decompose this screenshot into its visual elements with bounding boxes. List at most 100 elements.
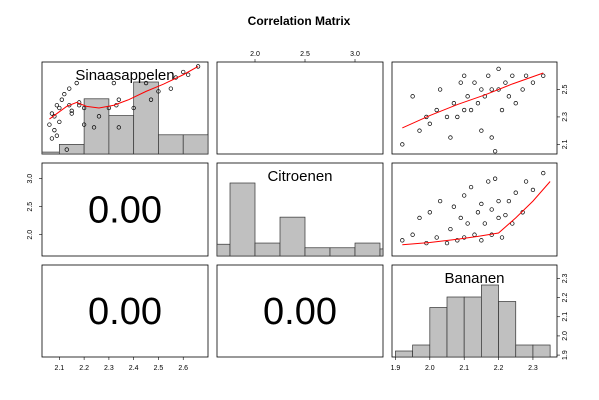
scatter-point	[468, 107, 474, 113]
histogram-bar	[158, 134, 184, 155]
scatter-point	[479, 87, 484, 92]
histogram-bar	[379, 248, 384, 257]
histogram-bar	[532, 344, 551, 358]
scatter-point	[444, 240, 450, 246]
scatter-point	[156, 89, 161, 94]
y-citroenen-tick-label: 2.5	[27, 202, 34, 212]
scatter-point	[116, 125, 121, 130]
scatter-point	[520, 87, 525, 92]
smooth-line	[402, 181, 551, 246]
scatter-point	[81, 105, 87, 111]
scatter-point	[541, 170, 546, 176]
scatter-point	[400, 238, 405, 243]
scatter-point	[482, 221, 487, 226]
scatter-point	[503, 212, 508, 218]
histogram-bar	[354, 242, 381, 257]
scatter-point	[458, 215, 463, 221]
scatter-point	[489, 87, 494, 92]
scatter-point	[513, 190, 518, 195]
chart-title: Correlation Matrix	[248, 14, 351, 28]
histogram-bar	[481, 284, 499, 358]
scatter-point	[67, 86, 72, 91]
correlation-label: 0.00	[263, 291, 337, 333]
histogram-bar	[446, 296, 465, 358]
scatter-bananen_vs_citroenen	[400, 170, 551, 246]
scatter-point	[496, 215, 501, 221]
y-sinaasappelen-tick-label: 2.1	[562, 139, 569, 149]
scatter-point	[510, 221, 515, 226]
scatter-point	[69, 108, 74, 113]
histogram-bar	[279, 216, 306, 257]
scatter-point	[472, 80, 477, 85]
x-citroenen-tick-label: 2.5	[300, 51, 310, 58]
scatter-point	[468, 184, 474, 190]
scatter-point	[410, 94, 415, 99]
x-sinaasappelen-tick-label: 2.6	[178, 365, 188, 372]
scatter-point	[62, 91, 67, 97]
histogram-bar	[412, 344, 431, 358]
y-sinaasappelen-tick-label: 2.3	[562, 112, 569, 122]
scatter-point	[455, 238, 460, 243]
x-citroenen-tick-label: 3.0	[350, 51, 360, 58]
scatter-point	[465, 221, 470, 226]
scatter-point	[530, 80, 536, 85]
scatter-point	[541, 73, 546, 78]
x-sinaasappelen-tick-label: 2.4	[129, 365, 139, 372]
scatter-point	[486, 73, 491, 78]
x-citroenen-tick-label: 2.0	[250, 51, 260, 58]
scatter-point	[437, 87, 443, 92]
scatter-point	[499, 107, 505, 113]
scatter-point	[437, 198, 443, 204]
scatter-point	[64, 147, 69, 152]
scatter-point	[49, 111, 55, 116]
scatter-point	[451, 204, 457, 209]
scatter-point	[417, 128, 422, 133]
scatter-point	[434, 107, 439, 113]
scatter-point	[465, 94, 470, 99]
scatter-point	[513, 101, 518, 106]
scatter-point	[69, 111, 74, 116]
x-bananen-tick-label: 2.0	[425, 365, 435, 372]
panel-frame-2-1	[216, 264, 384, 358]
scatter-point	[424, 114, 429, 120]
panel-frame-0-1	[216, 61, 384, 155]
histogram-bar	[304, 247, 331, 257]
scatter-point	[462, 193, 467, 198]
scatter-point	[444, 114, 450, 120]
scatter-point	[486, 179, 491, 184]
y-bananen-tick-label: 2.2	[562, 293, 569, 303]
panel-frame-2-0	[41, 264, 209, 358]
panel-frame-0-2	[391, 61, 558, 155]
y-citroenen-tick-label: 3.0	[27, 174, 34, 184]
histogram-sinaasappelen	[41, 81, 209, 155]
correlation-label: 0.00	[88, 291, 162, 333]
scatter-bananen_vs_sinaasappelen	[400, 66, 546, 154]
scatter-point	[496, 198, 501, 204]
scatter-point	[496, 87, 501, 92]
scatter-point	[427, 210, 432, 215]
scatter-point	[417, 215, 422, 221]
scatter-point	[91, 125, 97, 130]
scatter-point	[400, 142, 405, 147]
y-bananen-tick-label: 2.0	[562, 331, 569, 341]
histogram-bar	[229, 182, 256, 257]
scatter-point	[506, 94, 512, 99]
scatter-point	[427, 121, 432, 126]
scatter-point	[492, 149, 498, 154]
scatter-point	[523, 179, 529, 184]
scatter-point	[462, 107, 467, 113]
correlation-label: 0.00	[88, 190, 162, 232]
scatter-point	[57, 105, 62, 111]
x-bananen-tick-label: 2.3	[528, 365, 538, 372]
scatter-point	[448, 135, 453, 140]
histogram-bar	[515, 344, 534, 358]
scatter-point	[455, 114, 460, 120]
x-bananen-tick-label: 2.2	[494, 365, 504, 372]
y-sinaasappelen-tick-label: 2.5	[562, 84, 569, 94]
scatter-point	[523, 73, 529, 78]
histogram-bar	[395, 350, 413, 358]
scatter-point	[54, 133, 60, 138]
histogram-bar	[329, 247, 356, 257]
scatter-point	[49, 136, 55, 141]
